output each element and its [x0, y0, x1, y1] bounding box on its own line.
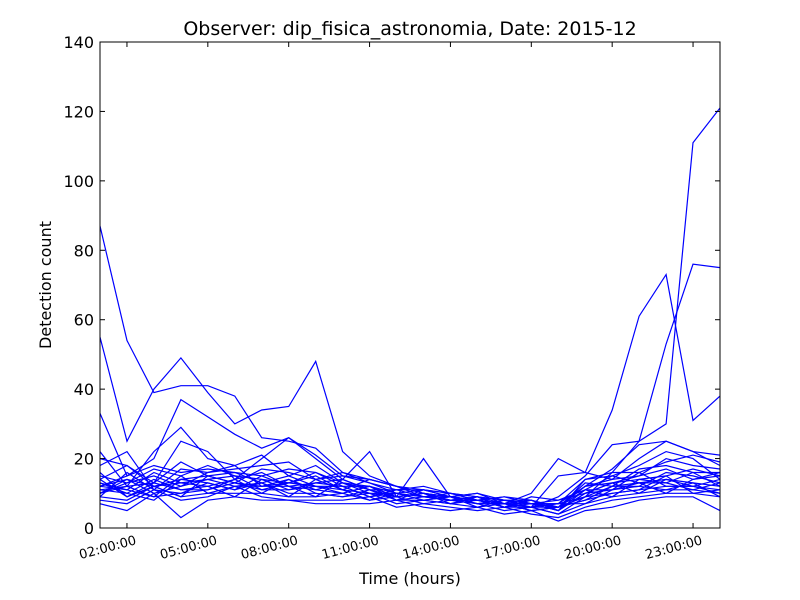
series-line-6	[100, 450, 720, 512]
series-line-21	[100, 478, 720, 512]
series-line-23	[100, 475, 720, 512]
series-line-15	[100, 492, 720, 522]
series-line-24	[100, 471, 720, 508]
series-line-5	[100, 436, 720, 505]
x-axis-label: Time (hours)	[358, 569, 461, 588]
y-tick-label: 140	[63, 33, 94, 52]
y-tick-label: 120	[63, 102, 94, 121]
series-line-18	[100, 464, 720, 505]
y-tick-label: 0	[84, 519, 94, 538]
chart-title: Observer: dip_fisica_astronomia, Date: 2…	[183, 18, 636, 40]
y-axis-label: Detection count	[36, 221, 55, 349]
plot-frame	[99, 41, 721, 529]
series-layer	[100, 107, 720, 522]
y-tick-label: 60	[74, 311, 94, 330]
y-tick-label: 20	[74, 450, 94, 469]
y-tick-label: 80	[74, 241, 94, 260]
series-line-14	[100, 485, 720, 519]
y-tick-label: 40	[74, 380, 94, 399]
series-line-16	[100, 454, 720, 505]
y-tick-label: 100	[63, 172, 94, 191]
